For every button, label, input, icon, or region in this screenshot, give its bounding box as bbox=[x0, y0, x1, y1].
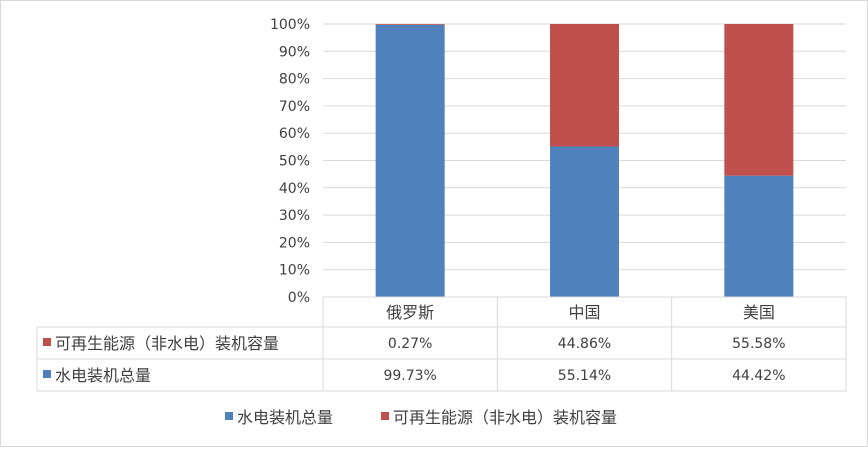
y-tick-label: 20% bbox=[279, 235, 310, 251]
y-tick-label: 70% bbox=[279, 99, 310, 115]
x-category-label: 俄罗斯 bbox=[386, 303, 434, 322]
data-label: 44.86% bbox=[558, 336, 611, 352]
y-tick-label: 10% bbox=[279, 263, 310, 279]
y-tick-label: 80% bbox=[279, 72, 310, 88]
bar-segment bbox=[724, 175, 794, 297]
table-series-marker bbox=[43, 370, 51, 378]
y-tick-label: 0% bbox=[288, 290, 310, 306]
table-series-name: 水电装机总量 bbox=[55, 366, 151, 385]
table-series-name: 可再生能源（非水电）装机容量 bbox=[55, 334, 279, 353]
bar-segment bbox=[375, 24, 445, 25]
data-label: 99.73% bbox=[383, 368, 436, 384]
x-category-label: 中国 bbox=[568, 303, 600, 322]
bar-segment bbox=[550, 24, 619, 147]
legend-marker bbox=[225, 412, 233, 420]
bar-segment bbox=[550, 146, 619, 297]
data-label: 0.27% bbox=[388, 336, 432, 352]
legend-label: 水电装机总量 bbox=[237, 408, 333, 427]
bar-segment bbox=[375, 24, 445, 298]
y-tick-label: 30% bbox=[279, 208, 310, 224]
table-series-marker bbox=[43, 338, 51, 346]
data-label: 55.58% bbox=[732, 336, 785, 352]
y-tick-label: 40% bbox=[279, 181, 310, 197]
bar-segment bbox=[724, 24, 794, 176]
y-tick-label: 90% bbox=[279, 44, 310, 60]
x-category-label: 美国 bbox=[743, 303, 775, 322]
y-tick-label: 50% bbox=[279, 154, 310, 170]
y-tick-label: 60% bbox=[279, 126, 310, 142]
data-label: 44.42% bbox=[732, 368, 785, 384]
data-label: 55.14% bbox=[558, 368, 611, 384]
legend-marker bbox=[381, 412, 389, 420]
legend-label: 可再生能源（非水电）装机容量 bbox=[393, 408, 617, 427]
y-tick-label: 100% bbox=[270, 17, 310, 33]
